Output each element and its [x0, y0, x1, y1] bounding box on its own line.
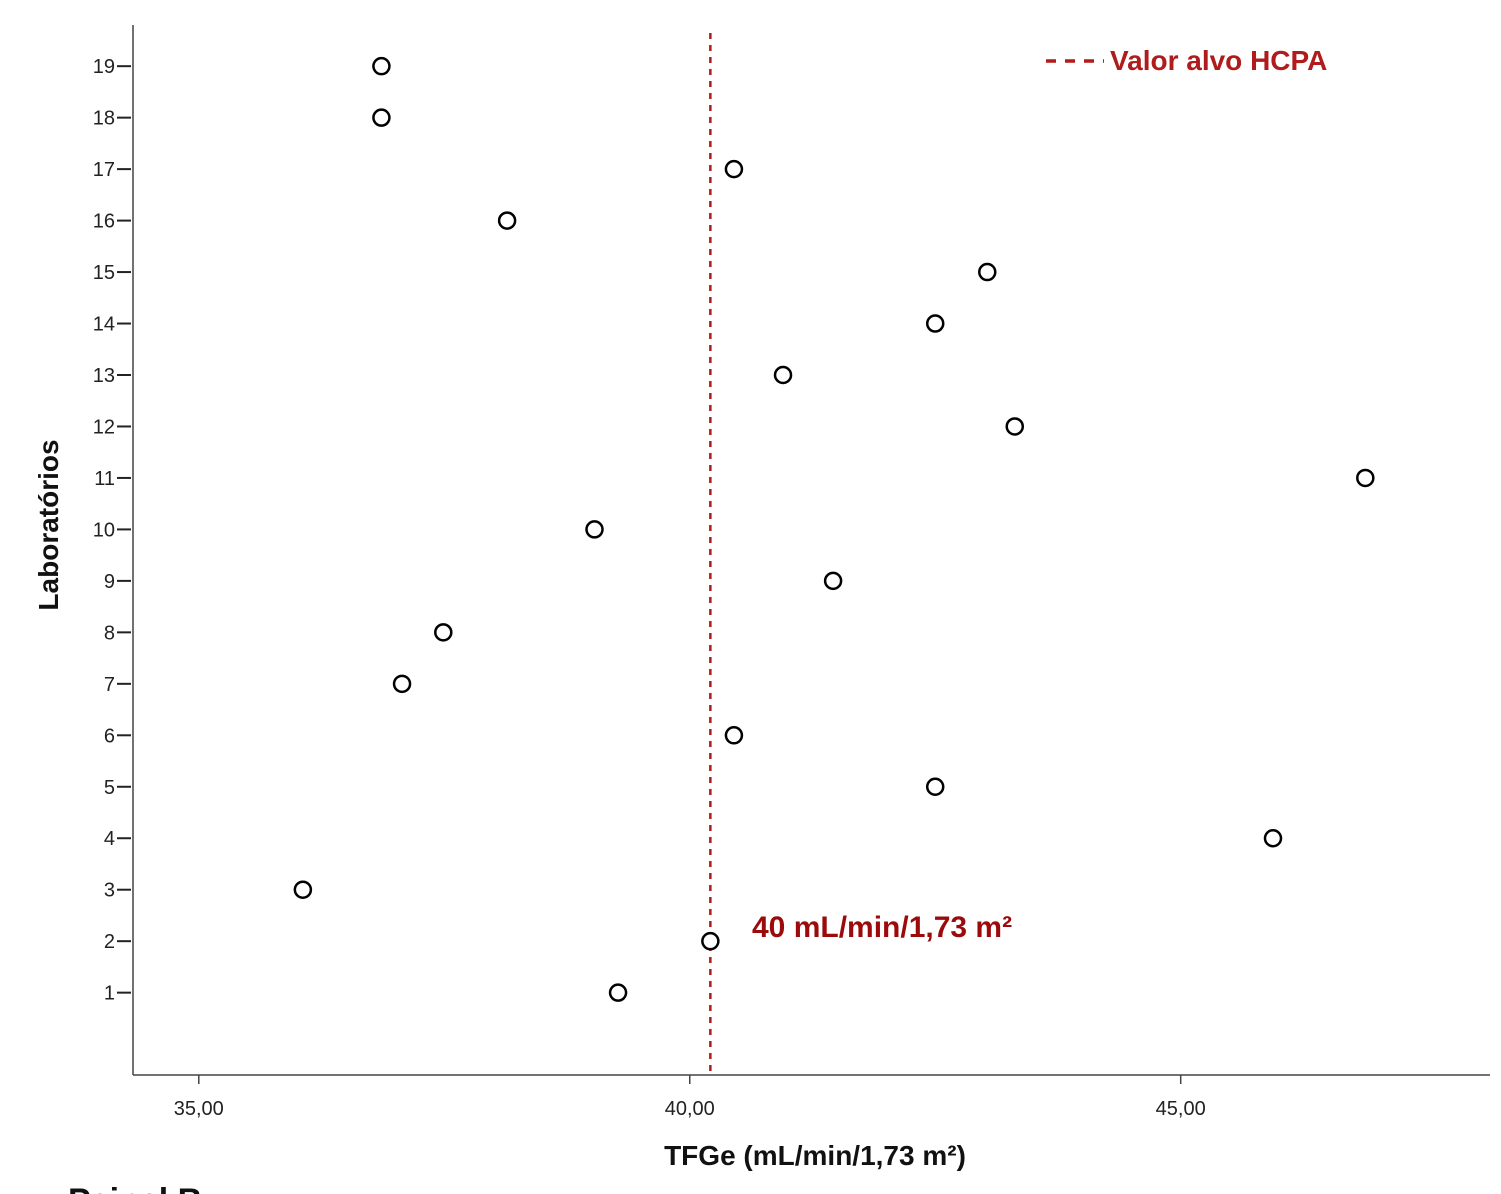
y-tick-label: 14: [93, 314, 115, 336]
annotation: 40 mL/min/1,73 m²: [752, 911, 1012, 944]
point: [978, 262, 997, 282]
y-tick-label: 15: [93, 262, 115, 284]
x-tick-label: 45,00: [1156, 1098, 1206, 1120]
point: [823, 571, 843, 591]
y-axis-label: Laboratórios: [33, 439, 64, 610]
point: [1005, 417, 1025, 436]
y-tick-label: 10: [93, 519, 115, 541]
y-tick-label: 11: [94, 468, 115, 490]
point: [372, 56, 391, 76]
y-tick-label: 8: [104, 622, 115, 644]
point: [372, 108, 391, 127]
point: [293, 880, 313, 899]
y-tick-label: 1: [104, 983, 115, 1005]
y-tick-label: 18: [93, 108, 115, 130]
y-tick-label: 19: [93, 56, 115, 78]
panel-label: Painel B: [68, 1182, 202, 1194]
point: [392, 674, 412, 694]
point: [434, 623, 453, 642]
x-tick-label: 40,00: [665, 1098, 715, 1120]
point: [925, 777, 945, 797]
point: [925, 314, 945, 333]
point: [701, 931, 720, 951]
x-axis-label: TFGe (mL/min/1,73 m²): [664, 1140, 966, 1171]
y-tick-label: 16: [93, 211, 115, 233]
point: [1263, 828, 1283, 848]
point: [608, 983, 628, 1002]
y-tick-label: 17: [93, 159, 115, 181]
y-tick-label: 6: [104, 725, 115, 747]
point: [724, 726, 744, 745]
y-tick-label: 5: [104, 777, 115, 799]
point: [773, 365, 793, 385]
point: [497, 211, 517, 230]
y-tick-label: 13: [93, 365, 115, 387]
point: [585, 520, 604, 539]
y-tick-label: 3: [104, 880, 115, 902]
y-tick-label: 9: [104, 571, 115, 593]
point: [724, 159, 744, 179]
x-tick-label: 35,00: [174, 1098, 224, 1120]
y-tick-label: 2: [104, 931, 115, 953]
point: [1356, 468, 1375, 488]
y-tick-label: 4: [104, 828, 115, 850]
y-tick-label: 12: [93, 416, 115, 438]
legend-label: Valor alvo HCPA: [1110, 45, 1327, 76]
y-tick-label: 7: [104, 674, 115, 696]
